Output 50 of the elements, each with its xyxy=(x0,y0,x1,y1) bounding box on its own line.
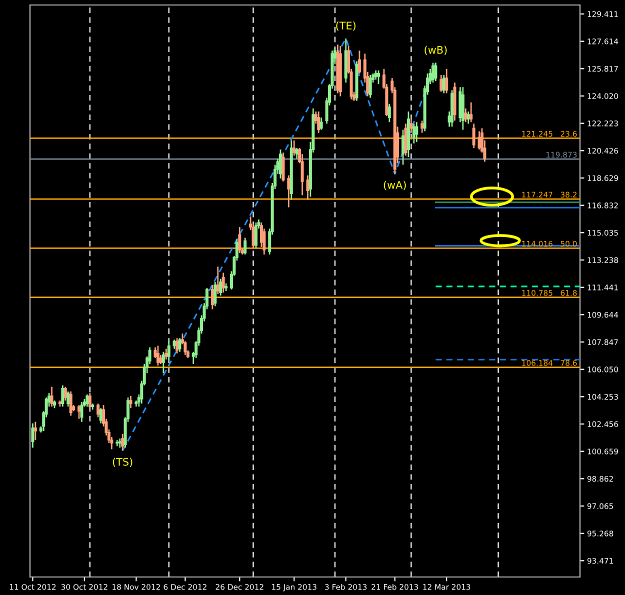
candlestick xyxy=(317,110,320,134)
candlestick xyxy=(219,278,222,296)
candlestick xyxy=(61,384,64,408)
candlestick xyxy=(162,351,165,374)
candlestick xyxy=(222,272,225,294)
candlestick xyxy=(31,422,34,448)
candlestick xyxy=(374,70,378,80)
candlestick xyxy=(420,120,424,134)
candlestick xyxy=(80,401,84,423)
candlestick xyxy=(118,438,122,448)
candlestick xyxy=(320,116,323,130)
candlestick xyxy=(167,340,170,360)
candlestick xyxy=(287,174,290,208)
candlestick xyxy=(292,140,296,156)
candlestick xyxy=(86,394,89,408)
candlestick xyxy=(88,392,92,409)
candlestick xyxy=(69,390,72,416)
candlestick xyxy=(64,386,67,402)
candlestick xyxy=(306,174,310,200)
candlestick xyxy=(34,421,37,441)
candlestick xyxy=(50,386,54,408)
candlestick xyxy=(434,62,438,82)
candlestick xyxy=(178,337,182,353)
candlestick xyxy=(368,74,372,98)
data-label: (TS) xyxy=(112,458,132,467)
candlestick xyxy=(412,122,416,144)
candlestick xyxy=(121,433,124,452)
candlestick xyxy=(415,121,418,143)
candlestick xyxy=(470,102,473,123)
candlestick xyxy=(96,402,100,418)
candlestick xyxy=(358,50,361,74)
data-label: (wA) xyxy=(384,180,406,190)
candlestick xyxy=(214,281,217,307)
candlestick xyxy=(410,118,413,134)
candlestick xyxy=(66,390,70,408)
candlestick xyxy=(377,70,380,85)
data-label: (TE) xyxy=(336,21,356,31)
candlestick xyxy=(464,108,468,123)
data-label: (wB) xyxy=(424,46,447,56)
candlestick xyxy=(445,68,448,94)
candlestick xyxy=(388,103,391,123)
candlestick xyxy=(254,222,258,250)
candlestick xyxy=(164,348,168,360)
candlestick xyxy=(440,74,443,92)
candlestick xyxy=(282,152,285,182)
candlestick xyxy=(244,237,247,256)
candlestick xyxy=(156,345,160,366)
candlestick xyxy=(129,395,132,409)
candlestick xyxy=(472,122,476,149)
candlestick xyxy=(238,226,242,254)
